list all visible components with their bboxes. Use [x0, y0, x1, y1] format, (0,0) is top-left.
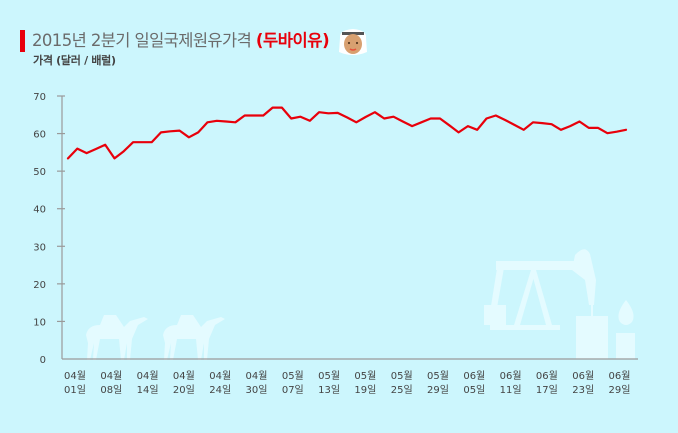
x-tick-month: 04월 — [209, 370, 231, 382]
x-tick-day: 30일 — [246, 384, 268, 396]
y-tick-label: 10 — [33, 317, 46, 328]
y-axis-unit-label: 가격 (달러 / 배럴) — [33, 54, 116, 67]
x-tick-month: 06월 — [463, 370, 485, 382]
x-tick-month: 05월 — [354, 370, 376, 382]
x-tick-month: 06월 — [536, 370, 558, 382]
x-tick-month: 04월 — [64, 370, 86, 382]
x-tick-day: 24일 — [209, 384, 231, 396]
y-axis-ticks: 0 10 20 30 40 50 60 70 — [33, 92, 65, 366]
x-tick-day: 07일 — [282, 384, 304, 396]
x-tick-month: 05월 — [391, 370, 413, 382]
x-tick-day: 29일 — [609, 384, 631, 396]
y-tick-label: 20 — [33, 280, 46, 291]
y-tick-label: 50 — [33, 167, 46, 178]
page-title: 2015년 2분기 일일국제원유가격 (두바이유) — [32, 30, 330, 52]
x-tick-day: 11일 — [500, 384, 522, 396]
arab-man-avatar-icon — [339, 29, 367, 55]
x-axis-ticks: 04월 01일 04월 08일 04월 14일 04월 20일 04월 24일 04월 30일 05월 0… — [64, 370, 630, 396]
y-tick-label: 30 — [33, 242, 46, 253]
x-tick-day: 13일 — [318, 384, 340, 396]
x-tick-day: 01일 — [64, 384, 86, 396]
oil-barrel-icon — [576, 316, 608, 359]
oil-barrel-icon — [616, 333, 635, 359]
x-tick-month: 06월 — [572, 370, 594, 382]
title-accent-bar — [20, 30, 25, 52]
x-tick-day: 17일 — [536, 384, 558, 396]
x-tick-month: 05월 — [318, 370, 340, 382]
title-main: 2015년 2분기 일일국제원유가격 — [32, 31, 256, 50]
camel-icon — [86, 315, 148, 360]
x-tick-day: 14일 — [137, 384, 159, 396]
x-tick-day: 19일 — [354, 384, 376, 396]
x-tick-day: 08일 — [100, 384, 122, 396]
x-tick-day: 20일 — [173, 384, 195, 396]
price-line — [66, 106, 628, 160]
x-tick-month: 06월 — [609, 370, 631, 382]
x-tick-day: 25일 — [391, 384, 413, 396]
x-tick-day: 23일 — [572, 384, 594, 396]
x-tick-month: 04월 — [100, 370, 122, 382]
x-tick-month: 06월 — [500, 370, 522, 382]
y-tick-label: 60 — [33, 130, 46, 141]
oil-pumpjack-icon — [484, 249, 596, 330]
x-tick-day: 05일 — [463, 384, 485, 396]
y-tick-label: 70 — [33, 92, 46, 103]
x-tick-month: 04월 — [173, 370, 195, 382]
camel-icon — [163, 315, 225, 360]
x-tick-month: 05월 — [282, 370, 304, 382]
title-highlight: (두바이유) — [255, 31, 330, 50]
background-decoration — [86, 249, 635, 360]
oil-drop-icon — [618, 300, 634, 325]
x-tick-day: 29일 — [427, 384, 449, 396]
y-tick-label: 0 — [40, 355, 46, 366]
y-tick-label: 40 — [33, 205, 46, 216]
x-tick-month: 04월 — [137, 370, 159, 382]
x-tick-month: 05월 — [427, 370, 449, 382]
x-tick-month: 04월 — [246, 370, 268, 382]
